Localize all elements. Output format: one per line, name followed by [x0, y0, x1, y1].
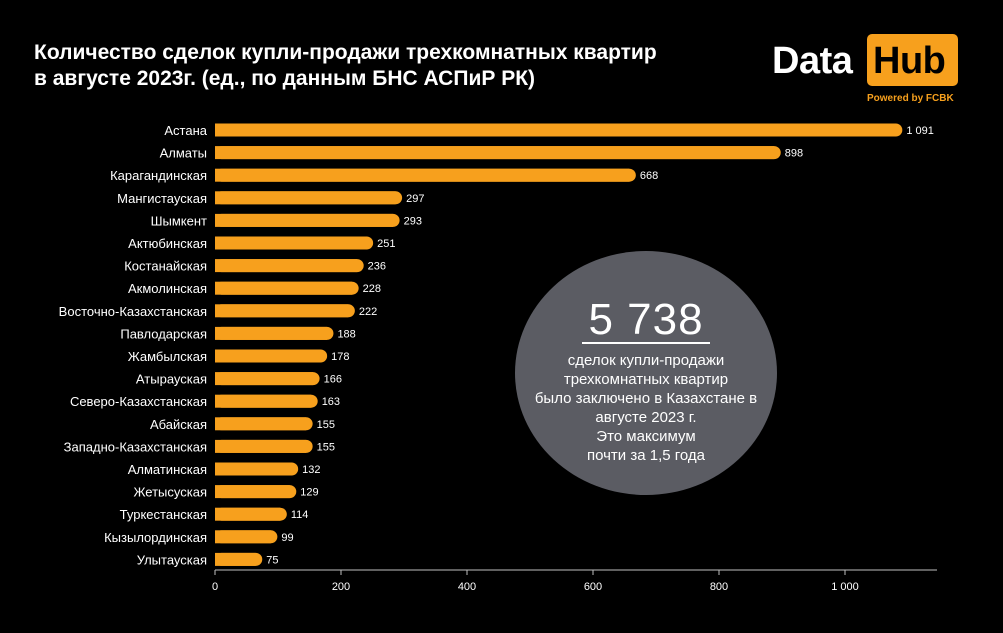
category-label: Астана	[164, 123, 207, 138]
bar-cap	[215, 191, 403, 205]
logo-hub-text: Hub	[873, 40, 946, 82]
x-tick-label: 0	[212, 581, 218, 593]
bar-cap	[215, 326, 334, 340]
data-label: 155	[317, 441, 335, 453]
data-label: 293	[404, 215, 422, 227]
x-tick-label: 800	[710, 581, 728, 593]
bar-cap	[215, 394, 318, 408]
data-label: 1 091	[906, 125, 934, 137]
bar-cap	[215, 439, 313, 453]
category-label: Атырауская	[136, 372, 207, 387]
category-label: Кызылординская	[104, 530, 207, 545]
category-label: Костанайская	[124, 259, 207, 274]
logo-powered-text: Powered by FCBK	[867, 93, 954, 104]
callout-line: августе 2023 г.	[595, 409, 697, 426]
callout-line: почти за 1,5 года	[586, 447, 706, 464]
data-label: 166	[324, 374, 342, 386]
data-label: 132	[302, 464, 320, 476]
bar-cap	[215, 349, 328, 363]
bar-cap	[215, 530, 278, 544]
category-label: Жетысуская	[133, 485, 207, 500]
bar-cap	[215, 485, 297, 499]
data-label: 297	[406, 193, 424, 205]
data-label: 236	[368, 261, 386, 273]
category-label: Карагандинская	[110, 168, 207, 183]
data-label: 99	[281, 532, 293, 544]
callout-line: трехкомнатных квартир	[563, 371, 729, 388]
category-label: Шымкент	[151, 213, 207, 228]
bar-cap	[215, 507, 287, 521]
category-label: Восточно-Казахстанская	[59, 304, 207, 319]
number-underline	[582, 342, 710, 344]
data-label: 251	[377, 238, 395, 250]
category-label: Туркестанская	[120, 507, 207, 522]
total-deals-number: 5 738	[588, 295, 704, 344]
bar-cap	[215, 417, 313, 431]
callout-line: было заключено в Казахстане в	[534, 390, 758, 407]
category-label: Западно-Казахстанская	[64, 439, 207, 454]
data-label: 163	[322, 396, 340, 408]
callout-description: сделок купли-продажи трехкомнатных кварт…	[515, 351, 777, 465]
x-tick-label: 200	[332, 581, 350, 593]
category-label: Жамбылская	[128, 349, 207, 364]
category-label: Улытауская	[137, 552, 207, 567]
title-line-2: в августе 2023г. (ед., по данным БНС АСП…	[34, 67, 536, 90]
category-label: Акмолинская	[128, 281, 207, 296]
data-label: 75	[266, 554, 278, 566]
category-label: Северо-Казахстанская	[70, 394, 207, 409]
bar-cap	[215, 168, 636, 182]
data-label: 129	[300, 487, 318, 499]
data-label: 898	[785, 148, 803, 160]
x-tick-label: 600	[584, 581, 602, 593]
data-label: 188	[337, 328, 355, 340]
bar-cap	[215, 213, 400, 227]
x-tick-label: 1 000	[831, 581, 859, 593]
category-label: Алматинская	[128, 462, 207, 477]
data-label: 114	[291, 509, 309, 521]
data-label: 228	[363, 283, 381, 295]
bar-cap	[215, 123, 903, 137]
x-tick-label: 400	[458, 581, 476, 593]
callout-line: сделок купли-продажи	[567, 352, 725, 369]
bar-cap	[215, 304, 355, 318]
category-label: Абайская	[150, 417, 207, 432]
data-label: 155	[317, 419, 335, 431]
bar-cap	[215, 552, 263, 566]
bar-cap	[215, 372, 320, 386]
data-label: 178	[331, 351, 349, 363]
title-line-1: Количество сделок купли-продажи трехкомн…	[34, 41, 657, 64]
category-label: Павлодарская	[120, 326, 207, 341]
bar-cap	[215, 259, 364, 273]
callout-line: Это максимум	[596, 428, 696, 445]
data-label: 668	[640, 170, 658, 182]
summary-callout: 5 738 сделок купли-продажи трехкомнатных…	[515, 251, 777, 495]
bar-cap	[215, 462, 299, 476]
bar-cap	[215, 236, 374, 250]
datahub-logo: Data Hub Powered by FCBK	[772, 34, 962, 106]
category-label: Мангистауская	[117, 191, 207, 206]
logo-hub-box: Hub	[867, 34, 958, 86]
category-label: Актюбинская	[128, 236, 207, 251]
data-label: 222	[359, 306, 377, 318]
chart-title: Количество сделок купли-продажи трехкомн…	[34, 40, 657, 92]
logo-data-text: Data	[772, 40, 853, 82]
category-label: Алматы	[160, 146, 207, 161]
bar-cap	[215, 146, 781, 160]
bar-cap	[215, 281, 359, 295]
